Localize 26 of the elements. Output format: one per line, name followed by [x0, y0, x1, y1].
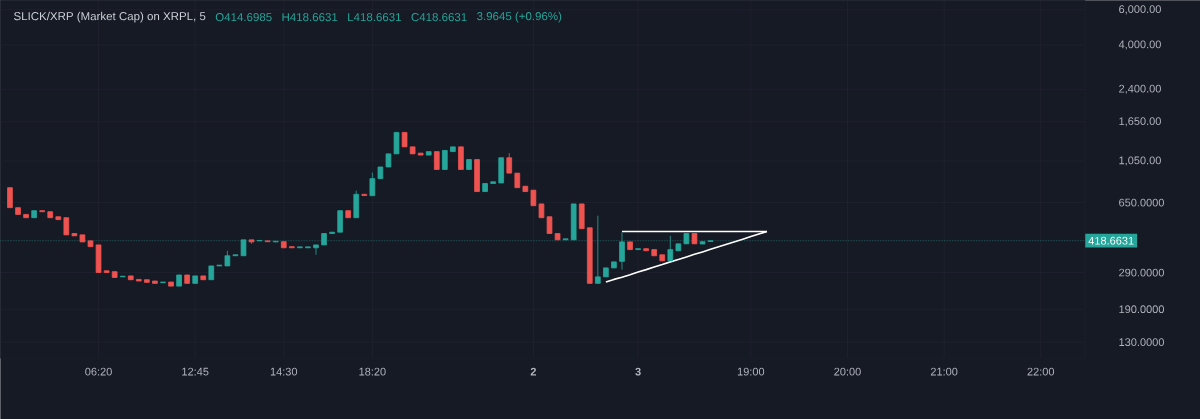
x-tick-label: 3 — [635, 367, 641, 376]
annotation: 3.9645 (+0.96%) — [477, 11, 562, 23]
y-tick-label: 4,000.00 — [1118, 40, 1161, 50]
y-tick-label: 130.0000 — [1119, 338, 1164, 346]
x-tick-label: 19:00 — [737, 367, 765, 376]
text: SLICK/XRP (Market Cap) on XRPL, 5 — [14, 11, 206, 23]
x-tick-label: 18:20 — [359, 367, 386, 376]
x-tick-label: 14:30 — [270, 367, 298, 376]
x-tick-label: 2 — [530, 367, 537, 376]
y-tick-label: 190.0000 — [1119, 305, 1164, 314]
annotation: L418.6631 — [348, 12, 401, 22]
y-tick-label: 1,650.00 — [1119, 117, 1161, 127]
ref-line-label: 418.6631 — [1088, 236, 1134, 245]
annotation: C418.6631 — [411, 12, 467, 22]
y-tick-label: 290.0000 — [1119, 268, 1164, 277]
x-tick-label: 12:45 — [182, 367, 209, 376]
annotation: H418.6631 — [282, 12, 338, 22]
y-tick-label: 6,000.00 — [1119, 5, 1161, 15]
annotation: O414.6985 — [215, 12, 272, 22]
y-tick-label: 1,050.00 — [1119, 156, 1161, 166]
x-tick-label: 21:00 — [930, 367, 958, 376]
y-tick-label: 650.0000 — [1119, 198, 1164, 207]
x-tick-label: 20:00 — [834, 367, 861, 376]
x-tick-label: 06:20 — [85, 367, 112, 376]
y-tick-label: 2,400.00 — [1119, 84, 1161, 94]
x-tick-label: 22:00 — [1027, 367, 1055, 376]
